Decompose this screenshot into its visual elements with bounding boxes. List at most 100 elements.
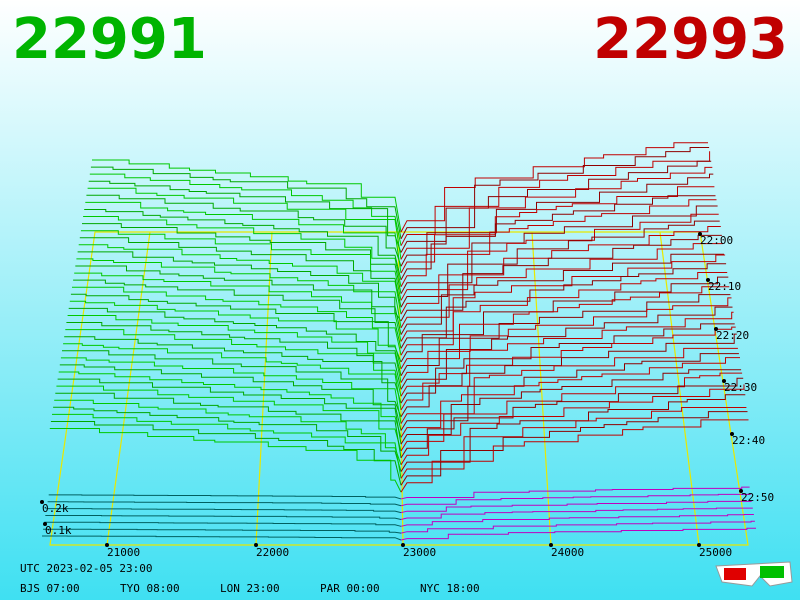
- ask-curve: [400, 213, 719, 301]
- depth-tick: [40, 500, 44, 504]
- ask-curve: [400, 520, 755, 534]
- depth-label: 0.1k: [45, 524, 72, 537]
- bid-curve: [46, 508, 402, 514]
- ask-curve: [400, 369, 742, 445]
- green-lens: [760, 566, 784, 578]
- time-tick: [739, 489, 743, 493]
- ask-curve: [400, 276, 729, 363]
- ask-curve: [400, 353, 739, 431]
- time-tick: [706, 278, 710, 282]
- bid-curve: [90, 166, 402, 239]
- 3d-glasses-button[interactable]: [715, 561, 793, 587]
- bid-curve: [42, 535, 402, 541]
- bid-curve: [76, 258, 402, 328]
- bid-curve: [47, 501, 402, 507]
- ask-curve: [400, 243, 723, 329]
- ask-curve: [400, 527, 756, 541]
- time-label: 22:10: [708, 280, 741, 293]
- bid-curve: [64, 336, 402, 404]
- ask-curve: [400, 263, 727, 349]
- ask-curve: [400, 514, 754, 527]
- ask-curve: [400, 226, 721, 315]
- ask-curve: [400, 254, 726, 342]
- ask-curve: [400, 195, 716, 281]
- time-label: 22:30: [724, 381, 757, 394]
- ask-curve: [400, 507, 753, 520]
- price-label: 23000: [403, 546, 436, 559]
- price-label: 22000: [256, 546, 289, 559]
- ask-curve: [400, 294, 731, 376]
- ask-curve: [400, 500, 752, 514]
- bid-curve: [60, 357, 402, 424]
- bid-curve: [69, 300, 402, 370]
- ask-curve: [400, 186, 715, 274]
- bid-curve: [52, 413, 402, 479]
- ask-curve: [400, 323, 735, 404]
- bid-curve: [56, 385, 402, 452]
- bid-curve: [79, 237, 402, 308]
- ask-price: 22993: [593, 7, 788, 72]
- ask-curve: [400, 160, 712, 253]
- ask-curve: [400, 286, 730, 370]
- ask-curve: [400, 199, 717, 287]
- zone-time: TYO 08:00: [120, 582, 180, 595]
- ask-curve: [400, 347, 738, 424]
- ask-curve: [400, 357, 740, 438]
- red-lens: [724, 568, 746, 580]
- bid-curve: [74, 272, 402, 342]
- ask-curve: [400, 205, 718, 294]
- ask-curve: [400, 173, 714, 267]
- bid-curve: [68, 307, 402, 376]
- ask-curve: [400, 419, 749, 493]
- time-label: 22:00: [700, 234, 733, 247]
- bid-curve: [84, 209, 402, 281]
- price-tick: [697, 543, 701, 547]
- bid-curve: [45, 515, 402, 520]
- bid-curve: [88, 180, 402, 253]
- bid-curve: [83, 216, 402, 287]
- bid-curve: [75, 265, 402, 335]
- bid-curve: [59, 364, 402, 431]
- bid-curve: [49, 428, 402, 493]
- bid-curve: [89, 173, 402, 246]
- ask-curve: [400, 326, 736, 411]
- bid-curve: [63, 343, 402, 411]
- depth-tick: [43, 522, 47, 526]
- price-label: 24000: [551, 546, 584, 559]
- depth-label: 0.2k: [42, 502, 69, 515]
- bid-curve: [43, 528, 402, 534]
- bid-curve: [53, 406, 402, 472]
- bid-curve: [48, 494, 402, 500]
- bid-curve: [87, 187, 402, 260]
- ask-curve: [400, 272, 728, 356]
- bid-curve: [50, 421, 402, 486]
- bid-curve: [62, 350, 402, 417]
- ask-curve: [400, 151, 711, 246]
- time-tick: [722, 379, 726, 383]
- price-tick: [549, 543, 553, 547]
- ask-curve: [400, 297, 732, 383]
- depth-curves: [42, 142, 756, 541]
- bid-curve: [85, 201, 402, 274]
- ask-curve: [400, 253, 724, 335]
- zone-time: BJS 07:00: [20, 582, 80, 595]
- ask-curve: [400, 142, 708, 233]
- time-label: 22:20: [716, 329, 749, 342]
- time-label: 22:50: [741, 491, 774, 504]
- ask-curve: [400, 306, 733, 390]
- bid-curve: [67, 315, 402, 383]
- price-label: 21000: [107, 546, 140, 559]
- ask-curve: [400, 493, 751, 507]
- price-tick: [254, 543, 258, 547]
- bid-curve: [65, 329, 402, 397]
- ask-curve: [400, 407, 747, 479]
- bid-curve: [80, 230, 402, 301]
- bid-curve: [72, 286, 402, 356]
- bid-price: 22991: [12, 7, 207, 72]
- time-tick: [730, 432, 734, 436]
- bid-curve: [77, 251, 402, 322]
- ask-curve: [400, 234, 722, 322]
- ask-curve: [400, 372, 743, 452]
